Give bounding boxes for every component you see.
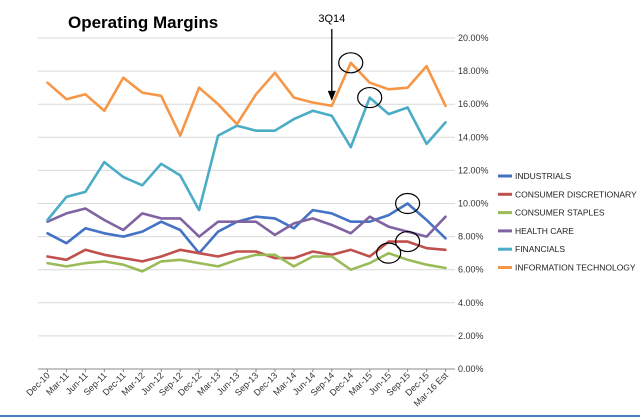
chart-title: Operating Margins: [68, 13, 218, 32]
series-lines: [46, 61, 447, 273]
annotation-arrow-head: [327, 90, 336, 101]
y-tick-label: 8.00%: [458, 232, 484, 242]
y-tick-label: 16.00%: [458, 99, 489, 109]
highlight-circle: [338, 52, 364, 74]
y-tick-label: 0.00%: [458, 364, 484, 374]
legend-label: INFORMATION TECHNOLOGY: [515, 263, 636, 273]
y-tick-label: 20.00%: [458, 33, 489, 43]
y-tick-label: 6.00%: [458, 265, 484, 275]
y-tick-label: 14.00%: [458, 132, 489, 142]
series-line-consumer-discretionary: [46, 240, 447, 263]
y-tick-label: 18.00%: [458, 66, 489, 76]
legend-label: HEALTH CARE: [515, 226, 574, 236]
highlight-circle: [376, 242, 402, 264]
highlight-circle: [395, 192, 421, 215]
series-line-consumer-staples: [46, 251, 447, 273]
series-line-information-technology: [46, 61, 447, 137]
highlight-circle: [395, 230, 421, 253]
legend-label: FINANCIALS: [515, 244, 565, 254]
highlight-circle: [357, 86, 383, 109]
series-line-financials: [46, 96, 447, 222]
series-line-health-care: [46, 207, 447, 238]
y-tick-label: 2.00%: [458, 331, 484, 341]
gridlines: [38, 37, 455, 337]
y-tick-label: 4.00%: [458, 298, 484, 308]
x-axis-ticks: Dec-10Mar-11Jun-11Sep-11Dec-11Mar-12Jun-…: [24, 369, 450, 409]
legend-label: CONSUMER DISCRETIONARY: [515, 189, 637, 199]
legend-label: INDUSTRIALS: [515, 171, 572, 181]
annotation-label: 3Q14: [318, 13, 345, 25]
highlight-circles: [338, 52, 421, 264]
y-axis-ticks: 0.00% 2.00% 4.00% 6.00% 8.00% 10.00% 12.00% 14.…: [458, 33, 489, 374]
legend: INDUSTRIALS CONSUMER DISCRETIONARY CONSUME…: [498, 171, 637, 273]
y-tick-label: 12.00%: [458, 165, 489, 175]
y-tick-label: 10.00%: [458, 199, 489, 209]
series-line-industrials: [46, 202, 447, 255]
annotation-3q14: 3Q14: [318, 13, 345, 101]
legend-label: CONSUMER STAPLES: [515, 208, 605, 218]
